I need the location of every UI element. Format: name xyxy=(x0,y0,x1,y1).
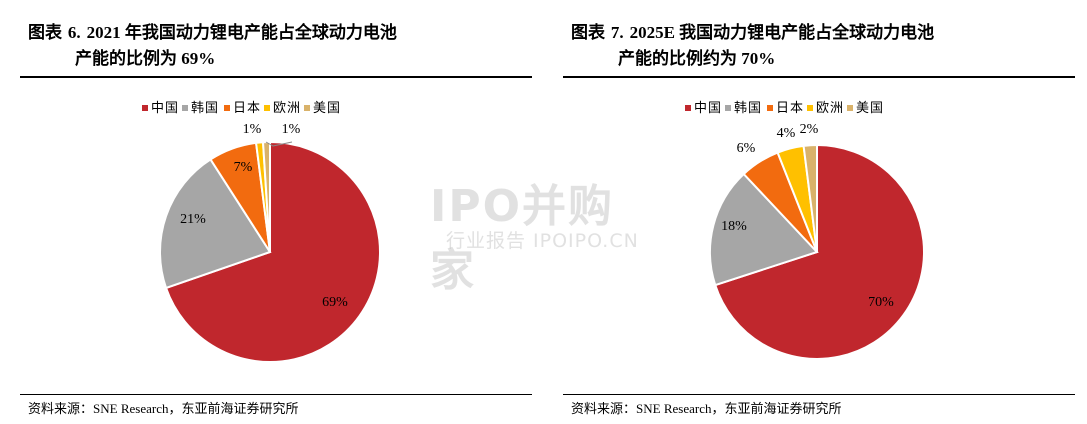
data-label: 69% xyxy=(322,295,348,310)
pie-chart-2021: 中国 韩国 日本 欧洲 美国 69% 21% 7% 1% 1% xyxy=(142,101,381,363)
legend-swatch xyxy=(142,105,148,111)
legend-label: 韩国 xyxy=(734,101,762,116)
legend-item: 韩国 xyxy=(725,101,762,116)
legend-item: 中国 xyxy=(142,101,179,116)
top-rule xyxy=(563,76,1075,78)
title-prefix: 图表 xyxy=(571,23,605,43)
legend-item: 日本 xyxy=(767,101,804,116)
bottom-rule xyxy=(20,394,532,395)
legend-label: 中国 xyxy=(151,101,179,116)
source-org: SNE Research xyxy=(636,401,712,416)
legend-item: 韩国 xyxy=(182,101,219,116)
legend-item: 欧洲 xyxy=(264,101,301,116)
legend-swatch xyxy=(725,105,731,111)
source-suffix: ，东亚前海证券研究所 xyxy=(711,402,842,417)
legend-item: 美国 xyxy=(304,101,341,116)
title-line-1: 2021 年我国动力锂电产能占全球动力电池 xyxy=(86,23,397,42)
top-rule xyxy=(20,76,532,78)
source-prefix: 资料来源： xyxy=(571,402,637,417)
title-line-2: 产能的比例为 69% xyxy=(75,49,216,68)
data-label: 1% xyxy=(282,122,301,137)
source-prefix: 资料来源： xyxy=(28,402,94,417)
legend-swatch xyxy=(685,105,691,111)
data-label: 6% xyxy=(737,141,756,156)
pie-slice-1 xyxy=(164,140,381,363)
legend-item: 欧洲 xyxy=(807,101,844,116)
data-label: 18% xyxy=(721,219,747,234)
source-note: 资料来源：SNE Research，东亚前海证券研究所 xyxy=(571,398,841,417)
title-line-2: 产能的比例约为 70% xyxy=(618,49,776,68)
legend-label: 美国 xyxy=(856,101,884,116)
source-suffix: ，东亚前海证券研究所 xyxy=(168,402,299,417)
legend-label: 韩国 xyxy=(191,101,219,116)
data-label: 1% xyxy=(243,122,262,137)
legend-swatch xyxy=(182,105,188,111)
data-label: 7% xyxy=(234,160,253,175)
pie-chart-2025e: 中国 韩国 日本 欧洲 美国 70% 18% 6% 4% 2% xyxy=(685,101,925,360)
legend-swatch xyxy=(264,105,270,111)
pie-slice-2 xyxy=(159,158,272,290)
legend-swatch xyxy=(847,105,853,111)
legend-item: 中国 xyxy=(685,101,722,116)
legend: 中国 韩国 日本 欧洲 美国 xyxy=(685,101,884,116)
pie-slice-2 xyxy=(709,172,819,287)
legend-item: 日本 xyxy=(224,101,261,116)
leader-line xyxy=(265,141,293,147)
legend-label: 中国 xyxy=(694,101,722,116)
legend-swatch xyxy=(767,105,773,111)
chart-title: 图表 6. 2021 年我国动力锂电产能占全球动力电池 产能的比例为 69% xyxy=(28,20,397,71)
pie-slice-1 xyxy=(713,143,925,360)
chart-panel-left: 图表 6. 2021 年我国动力锂电产能占全球动力电池 产能的比例为 69% 中… xyxy=(20,0,540,424)
chart-title: 图表 7. 2025E 我国动力锂电产能占全球动力电池 产能的比例约为 70% xyxy=(571,20,934,71)
title-line-1: 2025E 我国动力锂电产能占全球动力电池 xyxy=(629,23,935,42)
legend: 中国 韩国 日本 欧洲 美国 xyxy=(142,101,341,116)
legend-label: 日本 xyxy=(776,101,804,116)
legend-swatch xyxy=(224,105,230,111)
bottom-rule xyxy=(563,394,1075,395)
legend-label: 日本 xyxy=(233,101,261,116)
data-label: 4% xyxy=(777,126,796,141)
title-prefix: 图表 xyxy=(28,23,62,43)
legend-label: 欧洲 xyxy=(816,101,844,116)
data-label: 70% xyxy=(868,295,894,310)
chart-panel-right: 图表 7. 2025E 我国动力锂电产能占全球动力电池 产能的比例约为 70% … xyxy=(563,0,1083,424)
source-note: 资料来源：SNE Research，东亚前海证券研究所 xyxy=(28,398,298,417)
legend-swatch xyxy=(304,105,310,111)
legend-label: 美国 xyxy=(313,101,341,116)
legend-swatch xyxy=(807,105,813,111)
pie-slice-5 xyxy=(802,143,818,253)
legend-label: 欧洲 xyxy=(273,101,301,116)
title-number: 6. xyxy=(67,23,81,42)
source-org: SNE Research xyxy=(93,401,169,416)
data-label: 2% xyxy=(800,122,819,137)
data-label: 21% xyxy=(180,212,206,227)
title-number: 7. xyxy=(610,23,624,42)
legend-item: 美国 xyxy=(847,101,884,116)
